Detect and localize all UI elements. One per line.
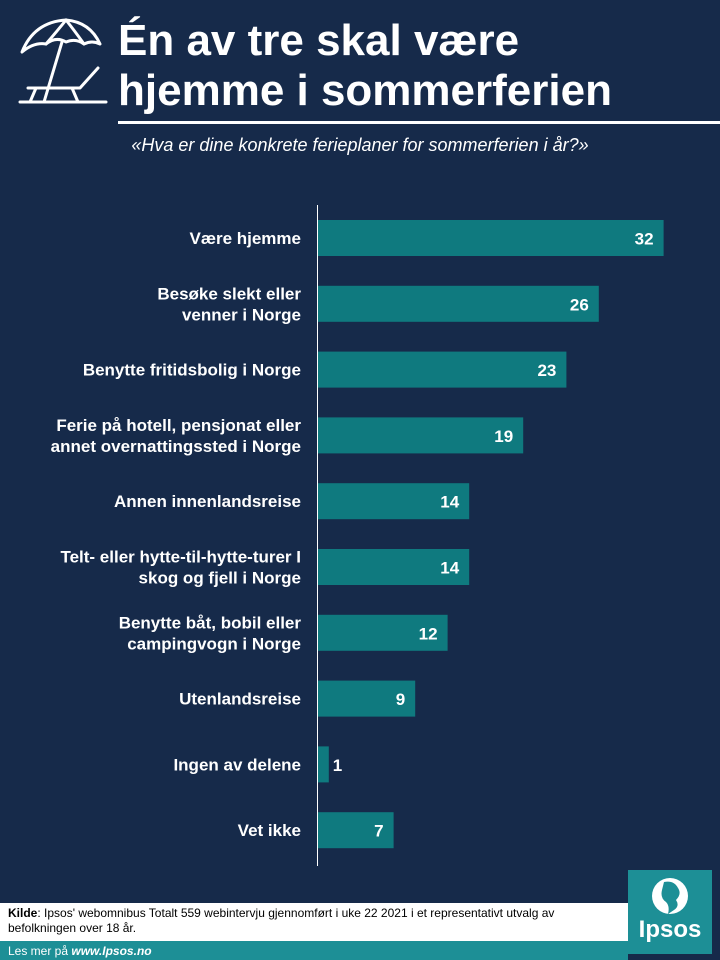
bar <box>318 220 664 256</box>
bar <box>318 483 470 520</box>
data-label: 1 <box>333 756 342 775</box>
bottom-strip <box>0 941 628 960</box>
category-label: Benytte båt, bobil eller campingvogn i No… <box>119 613 302 653</box>
bar <box>318 614 448 651</box>
category-label: Utenlandsreise <box>179 690 301 709</box>
data-label: 14 <box>440 493 459 512</box>
title-divider <box>118 121 720 124</box>
data-label: 26 <box>570 295 589 314</box>
chart-subtitle: «Hva er dine konkrete ferieplaner for so… <box>131 135 589 155</box>
category-label: Ingen av delene <box>173 755 301 774</box>
bar <box>318 746 329 783</box>
data-label: 9 <box>396 690 405 709</box>
title-line-2: hjemme i sommerferien <box>118 66 612 115</box>
data-label: 14 <box>440 559 459 578</box>
read-more: Les mer på www.Ipsos.no <box>8 944 152 958</box>
category-label: Være hjemme <box>190 229 302 248</box>
category-label: Annen innenlandsreise <box>114 492 301 511</box>
data-label: 7 <box>374 822 383 841</box>
category-label: Benytte fritidsbolig i Norge <box>83 361 301 380</box>
bar-chart: 32 Være hjemme 26 Besøke slekt eller venner … <box>51 205 664 866</box>
bar <box>318 680 416 717</box>
category-label: Vet ikke <box>238 821 301 840</box>
source-note: Kilde: Ipsos' webomnibus Totalt 559 webi… <box>8 906 620 936</box>
bar <box>318 549 470 585</box>
bar <box>318 285 599 322</box>
bar <box>318 812 394 849</box>
page-title: Én av tre skal være hjemme i sommerferie… <box>118 16 708 116</box>
data-label: 12 <box>419 624 438 643</box>
footer-band <box>0 903 628 941</box>
source-label: Kilde <box>8 906 38 920</box>
category-label: Ferie på hotell, pensjonat eller annet ov… <box>51 416 302 456</box>
bar <box>318 351 567 388</box>
data-label: 23 <box>537 361 556 380</box>
readmore-prefix: Les mer på <box>8 944 72 958</box>
bar <box>318 417 524 454</box>
data-label: 32 <box>635 230 654 249</box>
logo-text: Ipsos <box>638 916 702 943</box>
ipsos-logo-icon <box>652 878 688 914</box>
category-label: Besøke slekt eller venner i Norge <box>157 284 301 324</box>
ipsos-link[interactable]: www.Ipsos.no <box>71 944 152 958</box>
source-text: : Ipsos' webomnibus Totalt 559 webinterv… <box>8 906 555 935</box>
data-label: 19 <box>494 427 513 446</box>
beach-umbrella-chair-icon <box>18 18 108 104</box>
ipsos-logo: Ipsos <box>628 870 712 954</box>
title-line-1: Én av tre skal være <box>118 16 520 65</box>
